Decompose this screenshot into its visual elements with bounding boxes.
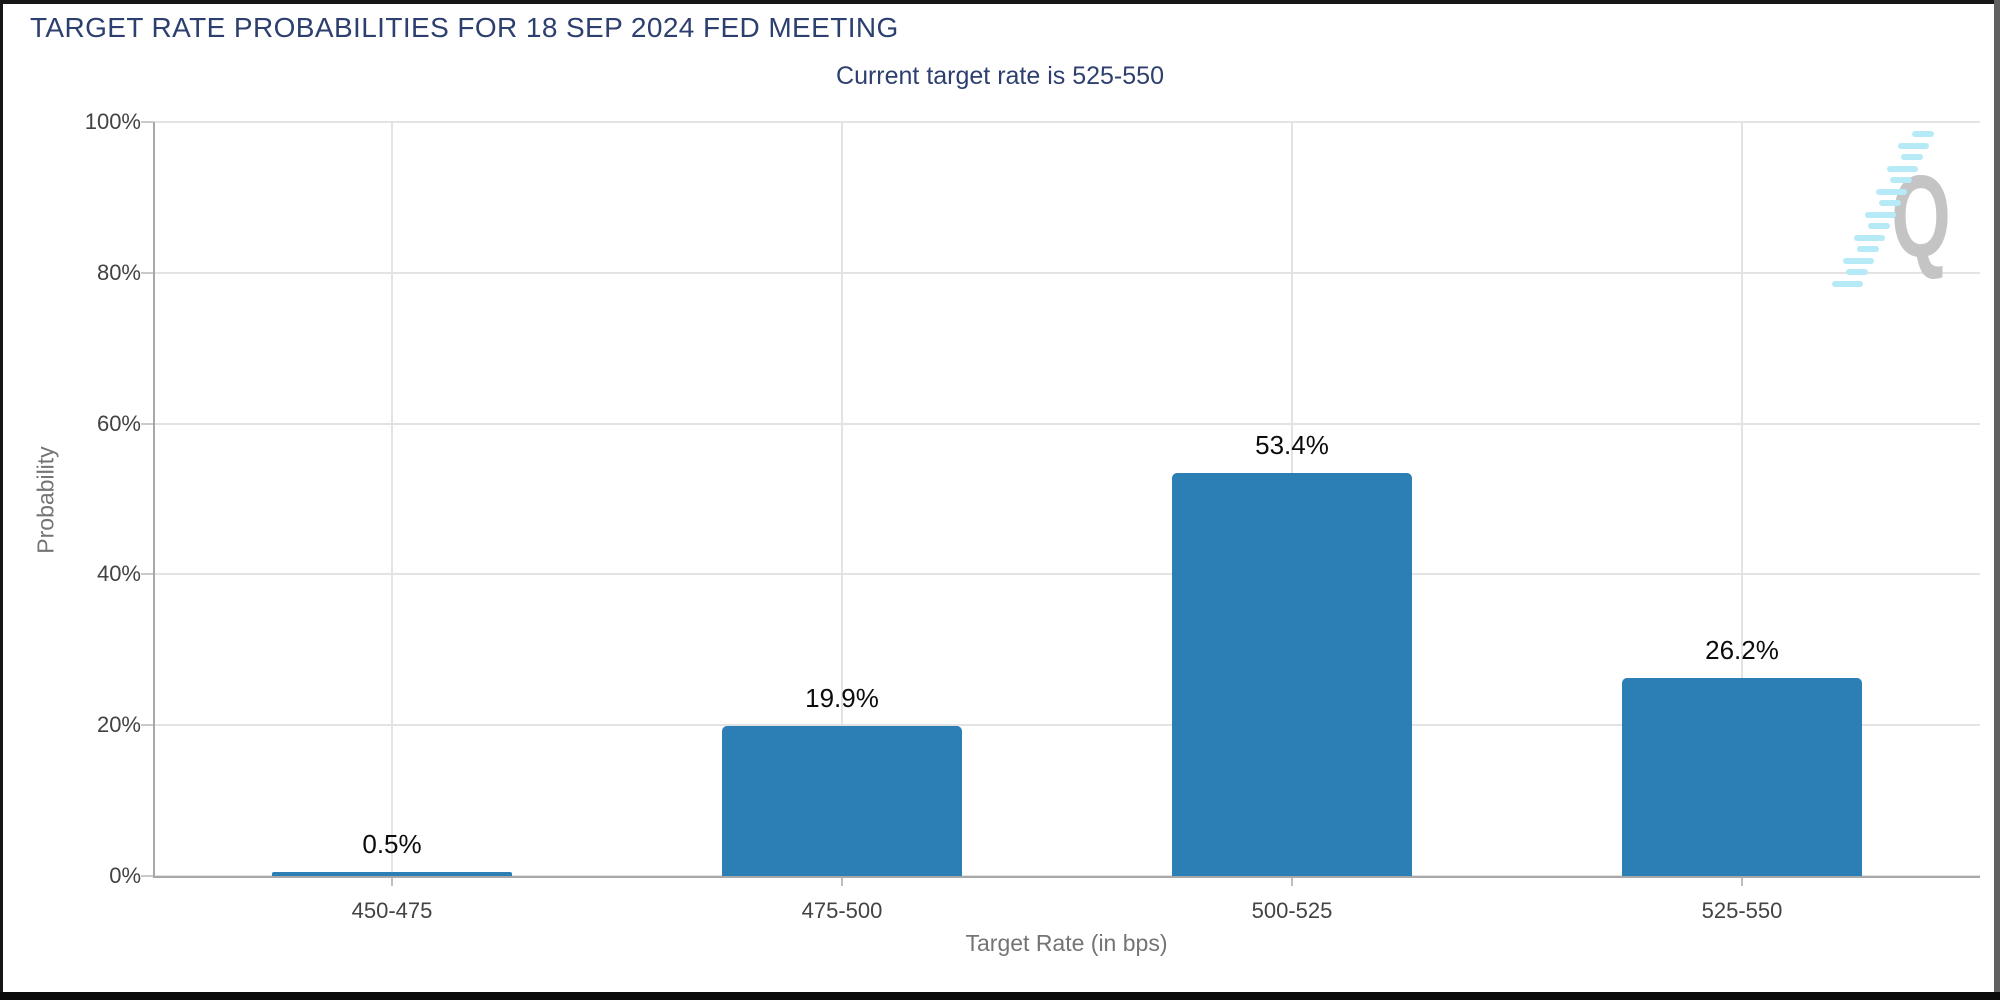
logo-dash-icon <box>1912 131 1934 137</box>
bar-value-label-500-525: 53.4% <box>1255 430 1329 460</box>
x-axis-title: Target Rate (in bps) <box>965 930 1168 956</box>
bar-475-500[interactable] <box>722 726 962 876</box>
bar-value-label-450-475: 0.5% <box>362 829 422 859</box>
logo-dash-icon <box>1901 154 1923 160</box>
x-axis-line <box>153 876 1980 878</box>
gridline-vertical-450-475 <box>391 122 393 876</box>
chart-title: TARGET RATE PROBABILITIES FOR 18 SEP 202… <box>30 12 899 43</box>
window-border-left <box>0 0 3 1000</box>
window-border-right <box>1994 0 2000 1000</box>
logo-dash-icon <box>1831 280 1863 287</box>
x-tick-mark-475-500 <box>841 877 843 886</box>
logo-dash-icon <box>1879 200 1901 206</box>
y-tick-label-0: 0% <box>109 863 141 888</box>
y-tick-label-20: 20% <box>96 712 141 738</box>
y-axis-title: Probability <box>32 446 59 554</box>
y-tick-label-60: 60% <box>96 410 141 436</box>
x-tick-label-475-500: 475-500 <box>801 898 883 923</box>
x-tick-label-450-475: 450-475 <box>351 898 433 923</box>
window-border-top <box>0 0 2000 4</box>
y-tick-mark-20 <box>141 724 153 727</box>
y-tick-label-80: 80% <box>96 259 141 285</box>
logo-dash-icon <box>1875 188 1907 195</box>
x-tick-label-525-550: 525-550 <box>1701 898 1783 923</box>
x-tick-label-500-525: 500-525 <box>1251 898 1333 923</box>
gridline-vertical-475-500 <box>841 122 843 876</box>
chart-subtitle: Current target rate is 525-550 <box>836 62 1164 90</box>
logo-dash-icon <box>1842 257 1874 264</box>
y-tick-mark-80 <box>141 271 153 274</box>
logo-dash-icon <box>1886 165 1918 172</box>
logo-dash-icon <box>1868 223 1890 229</box>
y-tick-mark-40 <box>141 573 153 576</box>
y-tick-mark-60 <box>141 422 153 425</box>
q-logo-icon: Q <box>1891 151 1951 281</box>
window-border-bottom <box>0 992 2000 1000</box>
y-tick-label-40: 40% <box>96 561 141 587</box>
y-axis-line <box>153 122 155 878</box>
bar-500-525[interactable] <box>1172 473 1412 876</box>
logo-dash-icon <box>1890 177 1912 183</box>
gridline-horizontal-20 <box>153 724 1980 727</box>
gridline-horizontal-40 <box>153 573 1980 576</box>
bar-450-475[interactable] <box>272 872 512 876</box>
bar-value-label-475-500: 19.9% <box>805 683 879 713</box>
x-tick-mark-525-550 <box>1741 877 1743 886</box>
gridline-horizontal-100 <box>153 121 1980 123</box>
logo-dash-icon <box>1853 234 1885 241</box>
y-tick-mark-0 <box>141 875 153 877</box>
logo-dash-icon <box>1864 211 1896 218</box>
bar-value-label-525-550: 26.2% <box>1705 635 1779 665</box>
gridline-horizontal-80 <box>153 271 1980 274</box>
logo-dash-icon <box>1897 142 1929 149</box>
logo-dash-icon <box>1857 246 1879 252</box>
gridline-vertical-525-550 <box>1741 122 1743 876</box>
y-tick-label-100: 100% <box>84 109 141 134</box>
logo-dash-icon <box>1846 269 1868 275</box>
x-tick-mark-500-525 <box>1291 877 1293 886</box>
gridline-horizontal-60 <box>153 422 1980 425</box>
bar-525-550[interactable] <box>1622 678 1862 876</box>
x-tick-mark-450-475 <box>391 877 393 886</box>
y-tick-mark-100 <box>141 121 153 123</box>
